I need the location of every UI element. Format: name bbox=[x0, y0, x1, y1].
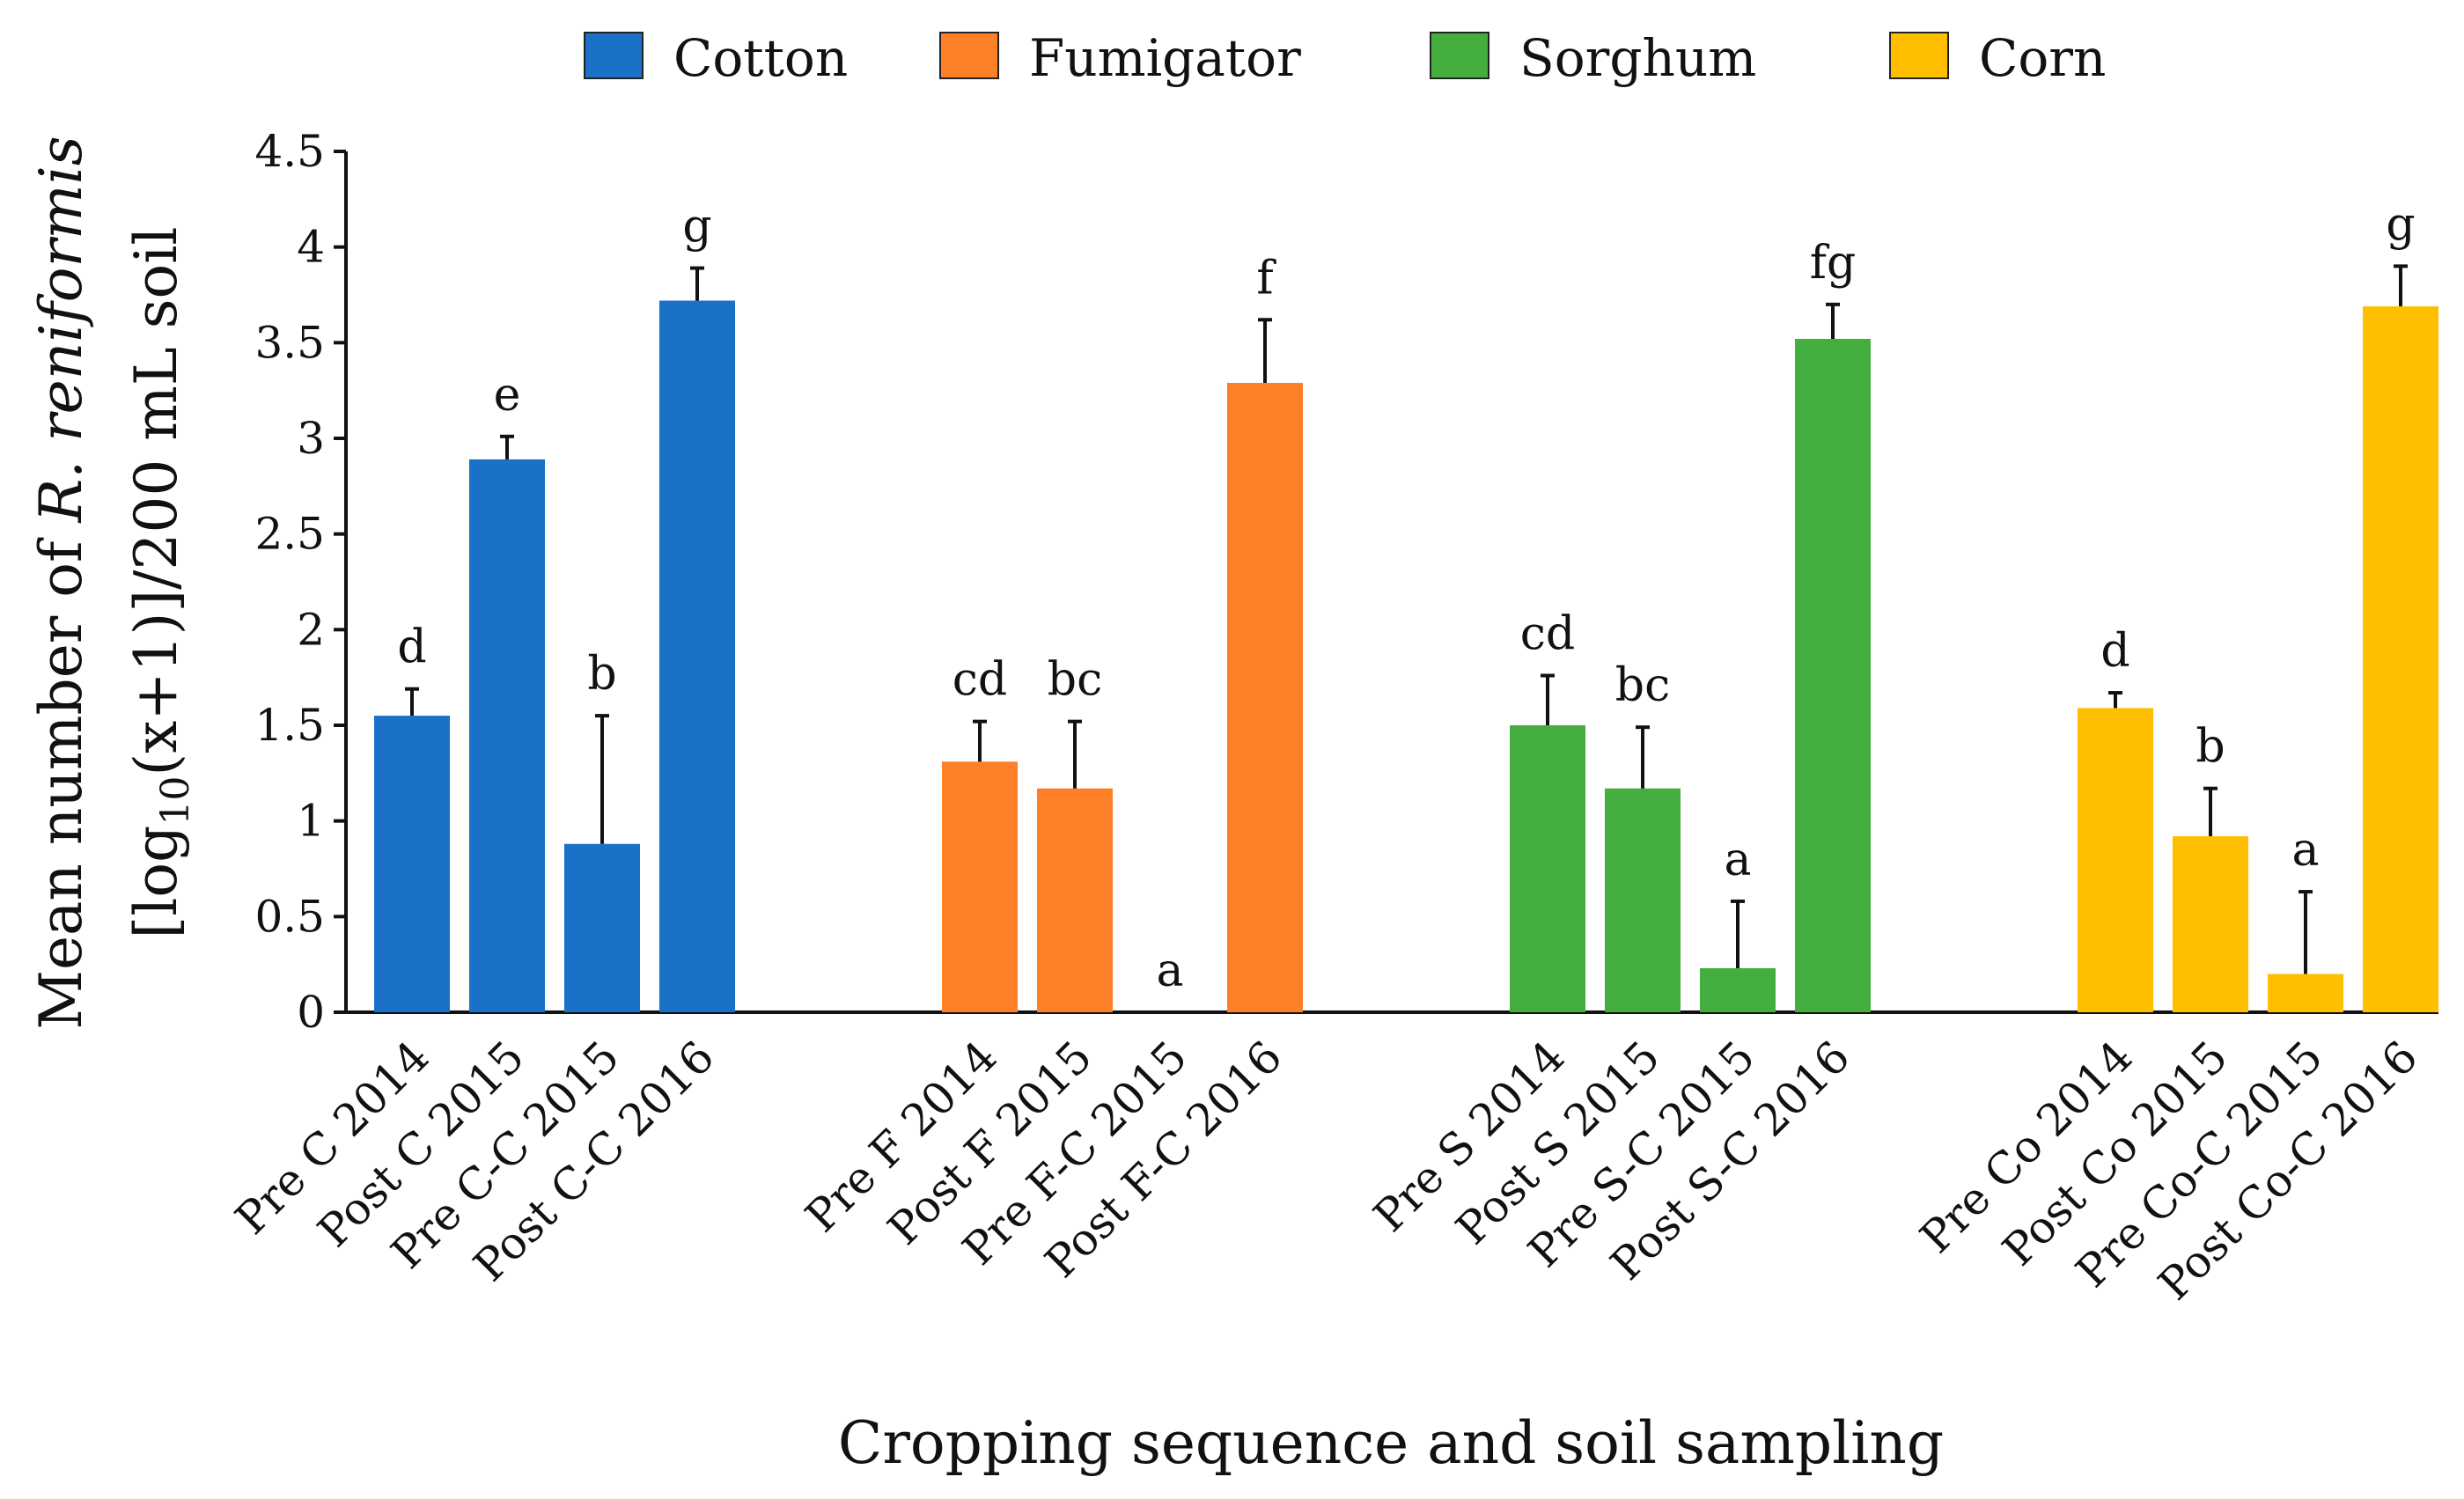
bar bbox=[469, 459, 545, 1012]
y-tick-label: 3 bbox=[297, 413, 325, 464]
y-tick-label: 2 bbox=[297, 604, 325, 655]
bar bbox=[659, 300, 735, 1012]
significance-letter: g bbox=[682, 201, 711, 254]
y-tick-label: 0 bbox=[297, 987, 325, 1038]
significance-letter: e bbox=[494, 369, 521, 422]
y-tick-label: 0.5 bbox=[254, 891, 325, 942]
legend-swatch bbox=[1889, 32, 1949, 79]
y-axis-title-line-2: [log10(x+1)]/200 mL soil bbox=[122, 226, 198, 938]
bar bbox=[1510, 725, 1585, 1012]
bar bbox=[374, 716, 450, 1012]
significance-letter: b bbox=[587, 648, 616, 701]
significance-letter: bc bbox=[1615, 659, 1670, 712]
significance-letter: a bbox=[1724, 834, 1751, 886]
bar bbox=[1795, 338, 1871, 1012]
bar bbox=[564, 843, 640, 1012]
significance-letter: d bbox=[2100, 625, 2129, 678]
significance-letter: cd bbox=[1520, 607, 1575, 660]
significance-letter: d bbox=[397, 621, 426, 674]
significance-letter: g bbox=[2386, 198, 2415, 251]
bar bbox=[2078, 708, 2153, 1012]
bar bbox=[2363, 306, 2438, 1012]
y-axis-title-line-1: Mean number of R. reniformis bbox=[27, 136, 95, 1029]
significance-letter: fg bbox=[1810, 237, 1857, 290]
y-tick-label: 4 bbox=[297, 222, 325, 273]
significance-letter: a bbox=[2291, 824, 2319, 877]
legend-swatch bbox=[1430, 32, 1489, 79]
y-tick-label: 1.5 bbox=[254, 700, 325, 751]
y-axis-title: Mean number of R. reniformis [log10(x+1)]… bbox=[27, 136, 198, 1029]
legend-label: Sorghum bbox=[1519, 28, 1756, 88]
significance-letter: cd bbox=[953, 654, 1007, 707]
bar bbox=[942, 761, 1018, 1012]
bar bbox=[2268, 974, 2343, 1012]
significance-letter: f bbox=[1256, 252, 1276, 305]
bar bbox=[1037, 788, 1113, 1012]
y-tick-label: 2.5 bbox=[254, 509, 325, 560]
significance-letter: a bbox=[1156, 944, 1183, 997]
significance-letter: b bbox=[2196, 721, 2225, 774]
bar bbox=[1700, 968, 1776, 1012]
legend-swatch bbox=[939, 32, 999, 79]
bar bbox=[1227, 382, 1303, 1012]
significance-letter: bc bbox=[1048, 654, 1102, 707]
legend-label: Corn bbox=[1979, 28, 2106, 88]
bar bbox=[2173, 836, 2248, 1012]
legend-label: Cotton bbox=[673, 28, 848, 88]
y-tick-label: 3.5 bbox=[254, 317, 325, 368]
legend-label: Fumigator bbox=[1029, 28, 1301, 88]
legend: Cotton Fumigator Sorghum Corn bbox=[584, 28, 2106, 88]
y-tick-label: 1 bbox=[297, 796, 325, 847]
bar bbox=[1605, 788, 1681, 1012]
x-axis-title: Cropping sequence and soil sampling bbox=[838, 1409, 1944, 1477]
y-tick-label: 4.5 bbox=[254, 126, 325, 177]
legend-swatch bbox=[584, 32, 644, 79]
